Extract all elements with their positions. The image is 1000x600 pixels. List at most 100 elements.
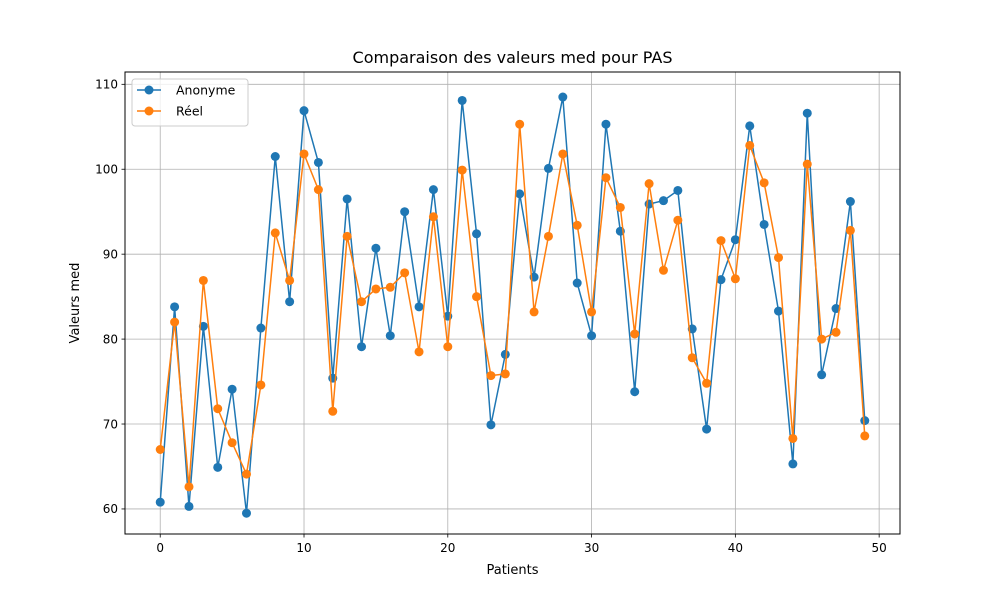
data-point [601,119,611,129]
data-point [716,275,726,285]
data-point [845,197,855,207]
data-point [788,459,798,469]
data-point [285,275,295,285]
data-point [831,327,841,337]
data-point [256,323,266,333]
data-point [342,194,352,204]
data-point [817,334,827,344]
data-point [759,178,769,188]
data-point [155,444,165,454]
data-point [558,92,568,102]
data-point [428,212,438,222]
data-point [730,274,740,284]
data-point [170,317,180,327]
data-point [745,140,755,150]
y-tick-label: 110 [95,78,118,92]
data-point [730,235,740,245]
data-point [774,306,784,316]
data-point [198,321,208,331]
y-tick-label: 100 [95,163,118,177]
data-point [328,406,338,416]
data-point [673,215,683,225]
data-point [658,265,668,275]
data-point [241,469,251,479]
data-point [817,370,827,380]
data-point [587,331,597,341]
data-point [184,501,194,511]
axis-ticks: 0 10 20 30 40 50 60 70 80 90 100 110 [95,78,887,555]
data-point [687,353,697,363]
data-point [457,95,467,105]
data-point [515,119,525,129]
data-point [500,349,510,359]
data-point [543,231,553,241]
legend-entry: Réel [137,104,203,119]
data-point [414,302,424,312]
data-point [184,482,194,492]
data-point [400,268,410,278]
data-point [227,384,237,394]
data-point [673,185,683,195]
data-point [213,404,223,414]
series-1 [155,119,870,492]
data-point [630,329,640,339]
data-point [400,207,410,217]
data-point [845,225,855,235]
series-0 [155,92,870,518]
data-point [630,387,640,397]
data-point [558,149,568,159]
data-point [443,342,453,352]
y-tick-label: 90 [103,247,118,261]
legend-swatch-marker [144,106,154,116]
data-point [342,231,352,241]
axes-frame [124,71,901,535]
data-point [745,121,755,131]
data-point [788,433,798,443]
data-point [371,243,381,253]
legend-label: Anonyme [176,83,236,98]
legend-label: Réel [176,104,203,119]
x-tick-label: 10 [296,541,311,555]
series-layer [155,92,870,518]
data-point [860,431,870,441]
data-point [472,292,482,302]
legend-entry: Anonyme [137,83,236,98]
data-point [313,185,323,195]
data-point [500,369,510,379]
data-point [270,152,280,162]
data-point [299,149,309,159]
data-point [759,219,769,229]
data-point [198,275,208,285]
x-tick-label: 50 [872,541,887,555]
series-line [159,123,866,488]
data-point [313,157,323,167]
data-point [860,416,870,426]
chart-title: Comparaison des valeurs med pour PAS [353,48,673,67]
data-point [457,165,467,175]
x-tick-label: 0 [156,541,164,555]
data-point [716,236,726,246]
data-point [213,462,223,472]
data-point [227,438,237,448]
data-point [285,297,295,307]
data-point [385,331,395,341]
y-axis-label: Valeurs med [68,263,83,344]
data-point [802,108,812,118]
data-point [644,179,654,189]
data-point [414,347,424,357]
data-point [357,297,367,307]
data-point [472,229,482,239]
data-point [515,189,525,199]
data-point [270,228,280,238]
x-axis-label: Patients [486,563,538,578]
data-point [529,307,539,317]
data-point [256,380,266,390]
data-point [587,307,597,317]
x-tick-label: 20 [440,541,455,555]
data-point [155,497,165,507]
data-point [831,304,841,314]
data-point [486,371,496,381]
data-point [241,508,251,518]
